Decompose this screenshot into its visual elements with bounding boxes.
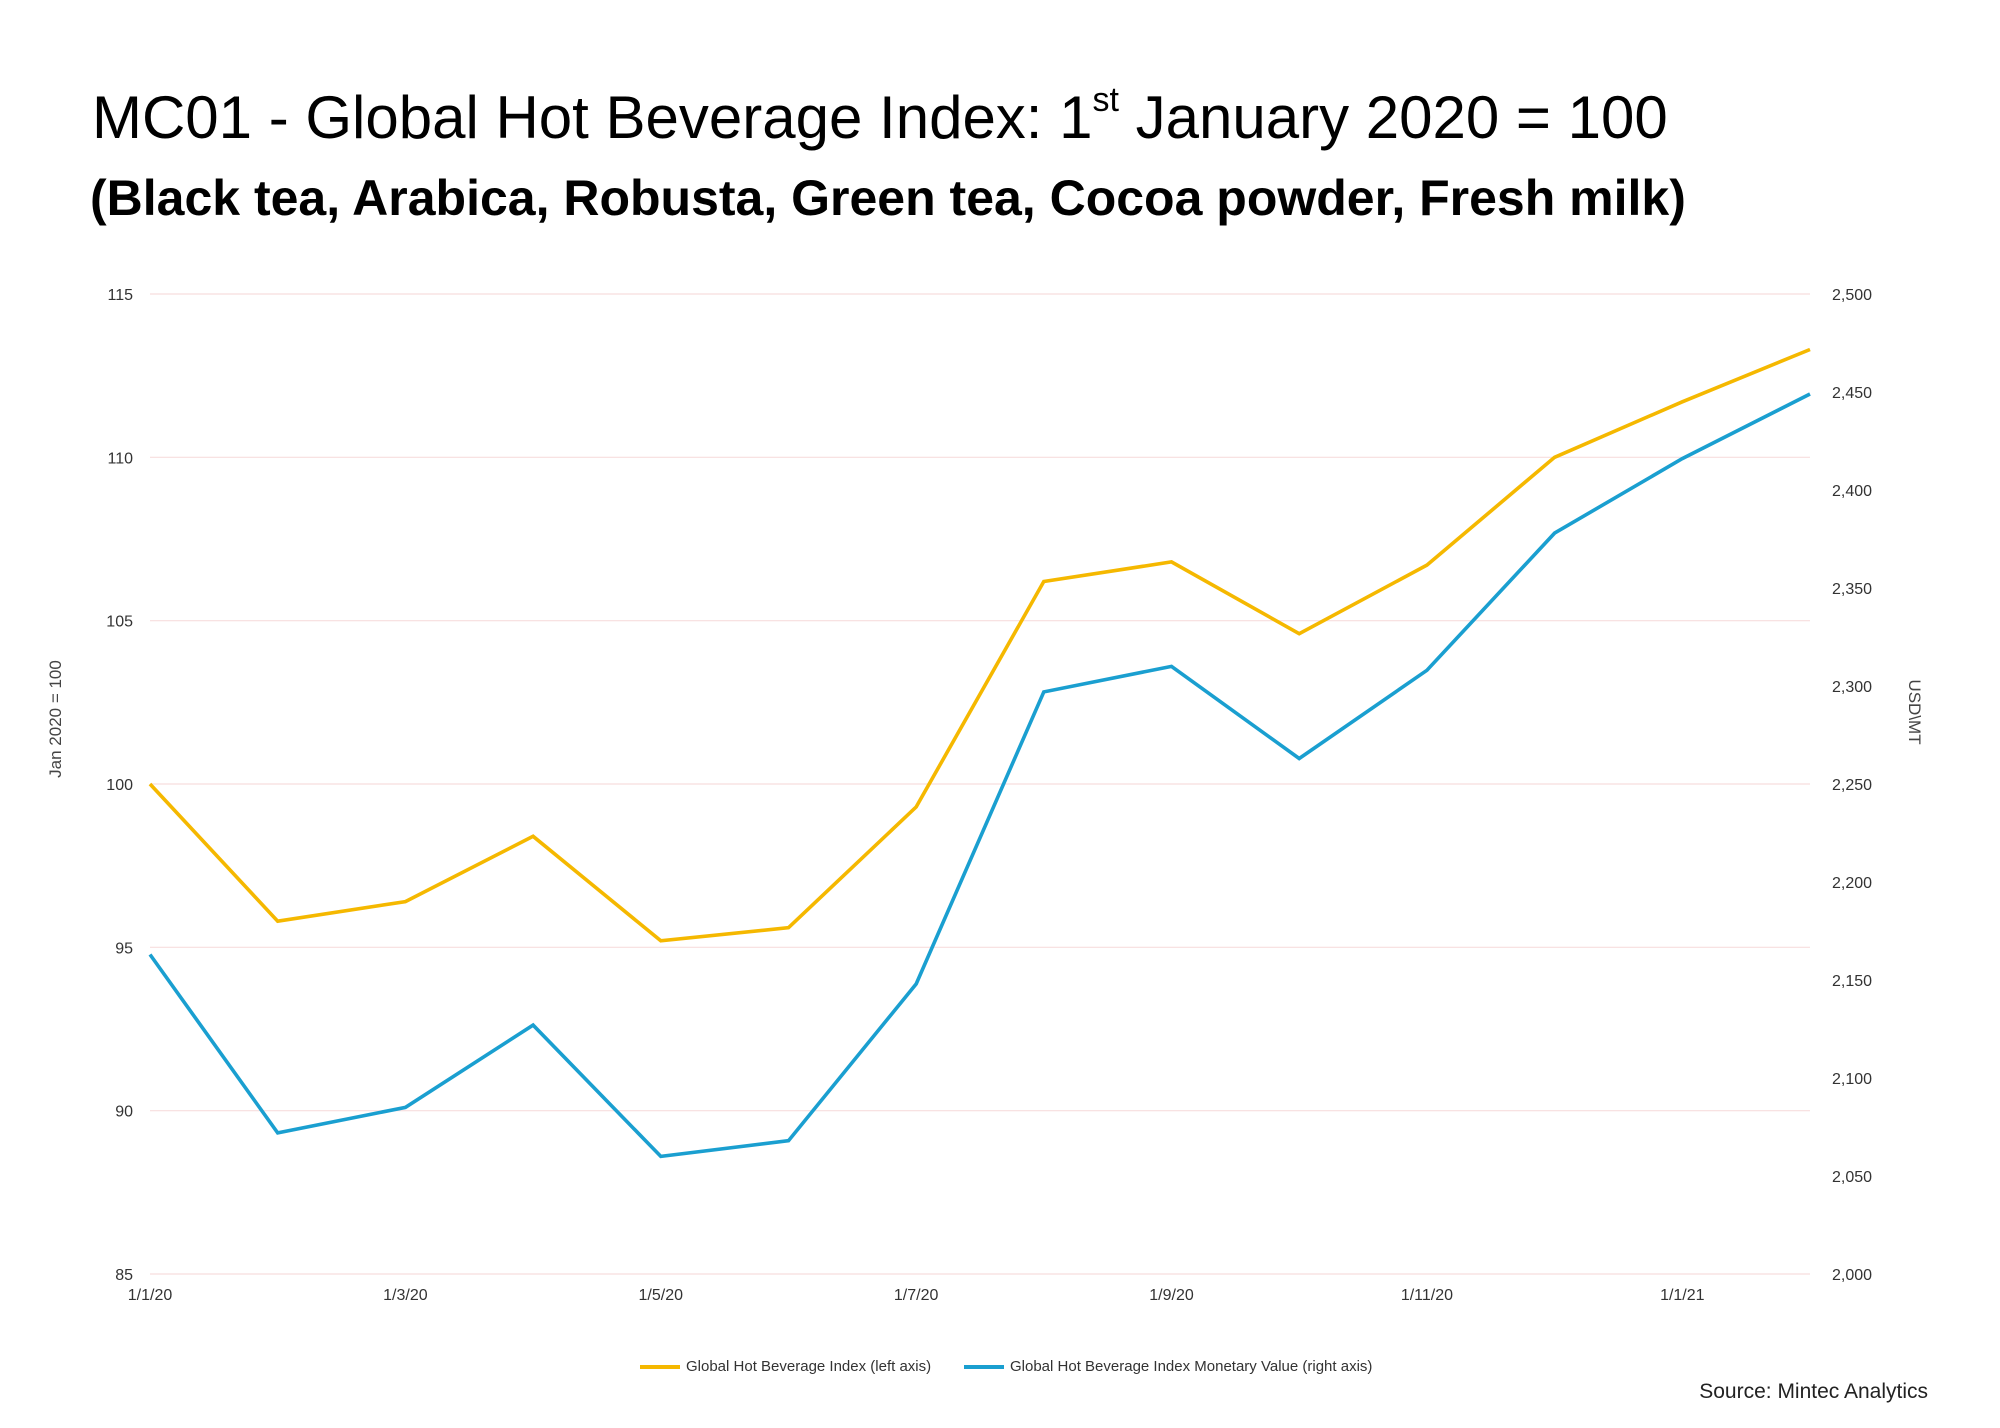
right-axis-ticks: 2,000 2,050 2,100 2,150 2,200 2,250 2,300 2,350… [1832, 287, 1872, 1284]
source-note: Source: Mintec Analytics [1699, 1380, 1928, 1403]
right-tick-label: 2,100 [1832, 1071, 1872, 1088]
left-axis-title: Jan 2020 = 100 [46, 660, 65, 778]
legend-label-index: Global Hot Beverage Index (left axis) [686, 1358, 932, 1375]
legend-swatch-index [640, 1364, 680, 1369]
right-tick-label: 2,200 [1832, 875, 1872, 892]
x-tick-label: 1/1/21 [1660, 1287, 1705, 1304]
right-tick-label: 2,250 [1832, 777, 1872, 794]
series-line-monetary [148, 392, 1811, 1159]
right-tick-label: 2,350 [1832, 581, 1872, 598]
right-axis-title: USD\MT [1905, 679, 1924, 744]
x-tick-label: 1/7/20 [894, 1287, 939, 1304]
chart-title: MC01 - Global Hot Beverage Index: 1st Ja… [92, 82, 1668, 154]
x-tick-label: 1/9/20 [1149, 1287, 1194, 1304]
right-tick-label: 2,400 [1832, 483, 1872, 500]
x-axis-ticks: 1/1/20 1/3/20 1/5/20 1/7/20 1/9/20 1/11/20 1/1… [128, 1287, 1705, 1304]
right-tick-label: 2,150 [1832, 973, 1872, 990]
chart-title-suffix: January 2020 = 100 [1118, 84, 1668, 151]
left-tick-label: 100 [106, 777, 133, 794]
series-lines [148, 347, 1811, 1159]
chart-title-prefix: MC01 - Global Hot Beverage Index: 1 [92, 84, 1093, 151]
chart-title-superscript: st [1092, 81, 1119, 119]
left-axis-ticks: 85 90 95 100 105 110 115 [106, 287, 133, 1284]
left-tick-label: 115 [107, 287, 133, 304]
right-tick-label: 2,450 [1832, 385, 1872, 402]
left-tick-label: 105 [106, 614, 133, 631]
chart-subtitle: (Black tea, Arabica, Robusta, Green tea,… [90, 170, 1686, 226]
left-tick-label: 95 [115, 940, 133, 957]
legend-swatch-monetary [964, 1364, 1004, 1369]
legend-label-monetary: Global Hot Beverage Index Monetary Value… [1010, 1358, 1373, 1375]
series-line-index [148, 347, 1811, 943]
left-tick-label: 90 [115, 1104, 133, 1121]
left-tick-label: 110 [107, 450, 133, 467]
right-tick-label: 2,050 [1832, 1169, 1872, 1186]
chart-legend: Global Hot Beverage Index (left axis) Gl… [0, 1358, 2000, 1388]
x-tick-label: 1/1/20 [128, 1287, 173, 1304]
x-tick-label: 1/5/20 [639, 1287, 684, 1304]
grid-lines [150, 293, 1810, 1275]
legend-item-index[interactable]: Global Hot Beverage Index (left axis) [640, 1358, 931, 1375]
right-tick-label: 2,500 [1832, 287, 1872, 304]
left-tick-label: 85 [115, 1267, 133, 1284]
right-tick-label: 2,300 [1832, 679, 1872, 696]
legend-item-monetary[interactable]: Global Hot Beverage Index Monetary Value… [964, 1358, 1372, 1375]
x-tick-label: 1/3/20 [383, 1287, 428, 1304]
right-tick-label: 2,000 [1832, 1267, 1872, 1284]
x-tick-label: 1/11/20 [1401, 1287, 1453, 1304]
